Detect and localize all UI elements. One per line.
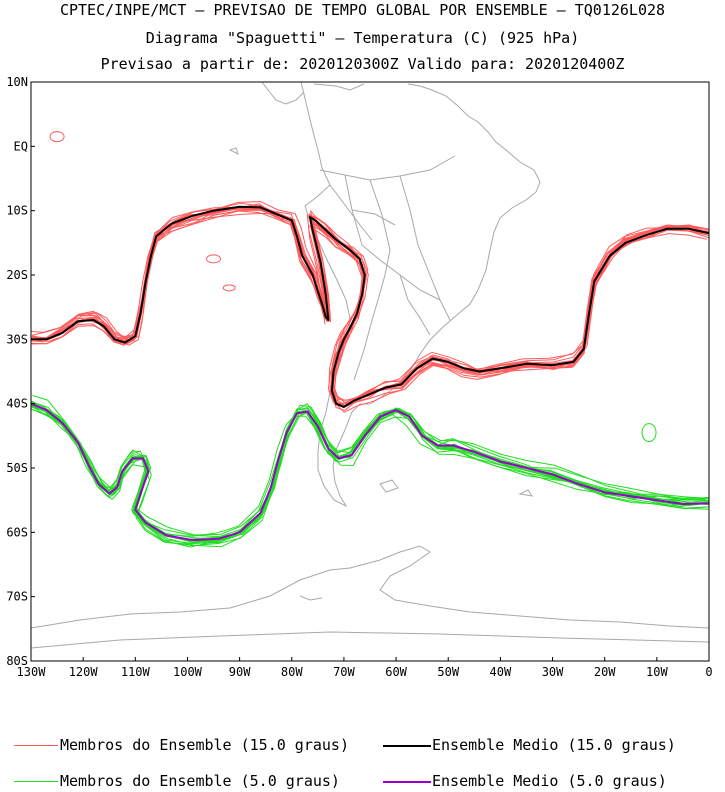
spaghetti-chart: 130W 120W 110W 100W 90W 80W 70W 60W 50W 40W 30W 20W… [6,75,712,679]
y-tick-label: 10N [6,75,28,89]
members-5-group [31,394,709,548]
isotherm-15-member-line [31,212,707,401]
x-tick-label: 130W [17,665,47,679]
isotherm-15-member-line [33,202,709,408]
axis-ticks: 130W 120W 110W 100W 90W 80W 70W 60W 50W 40W 30W 20W… [6,75,712,679]
legend-swatch-mean-5 [383,781,431,783]
x-tick-label: 70W [333,665,355,679]
isotherm-5-member-line [31,403,709,547]
coastline-map [31,82,709,649]
isotherm-15-member-contour [222,284,236,292]
x-tick-label: 0 [705,665,712,679]
x-tick-label: 90W [229,665,251,679]
legend-label-members-5: Membros do Ensemble (5.0 graus) [60,772,340,790]
members-15-group [31,131,709,413]
isotherm-5-member-line [31,401,707,540]
y-tick-label: 60S [6,525,28,539]
y-tick-label: 10S [6,204,28,218]
isotherm-5-member-line [31,400,706,545]
isotherm-15-member-line [34,204,709,406]
legend-swatch-members-5 [14,781,58,782]
x-tick-label: 40W [490,665,512,679]
isotherm-15-member-line [31,206,708,411]
isotherm-15-member-contour [206,254,222,264]
x-tick-label: 30W [542,665,564,679]
x-tick-label: 10W [646,665,668,679]
chart-title-line1: CPTEC/INPE/MCT – PREVISAO DE TEMPO GLOBA… [59,1,666,19]
x-tick-label: 80W [281,665,303,679]
y-tick-label: 80S [6,654,28,668]
means-group [31,205,709,542]
isotherm-15-member-line [32,203,709,408]
isotherm-15-member-line [31,207,709,405]
x-tick-label: 110W [121,665,151,679]
legend-label-members-15: Membros do Ensemble (15.0 graus) [60,736,349,754]
x-tick-label: 50W [437,665,459,679]
x-tick-label: 100W [173,665,203,679]
isotherm-5-member-line [32,394,709,537]
chart-title-line2: Diagrama "Spaguetti" – Temperatura (C) (… [145,29,580,47]
y-tick-label: 70S [6,590,28,604]
legend-swatch-members-15 [14,745,58,746]
x-tick-label: 60W [385,665,407,679]
legend-label-mean-15: Ensemble Medio (15.0 graus) [432,736,676,754]
y-tick-label: EQ [14,139,28,153]
isotherm-15-member-contour [49,131,65,143]
chart-title-line3: Previsao a partir de: 2020120300Z Valido… [100,55,625,73]
legend-swatch-mean-15 [383,745,431,747]
y-tick-label: 20S [6,268,28,282]
y-tick-label: 30S [6,332,28,346]
isotherm-5-member-contour [641,423,657,443]
isotherm-5-mean-line [31,402,709,542]
y-tick-label: 40S [6,397,28,411]
y-tick-label: 50S [6,461,28,475]
x-tick-label: 20W [594,665,616,679]
isotherm-15-member-line [31,205,709,408]
isotherm-15-member-line [31,210,709,404]
isotherm-15-mean-line [31,205,709,408]
isotherm-5-member-line [31,404,709,543]
isotherm-15-member-line [31,209,707,405]
legend-label-mean-5: Ensemble Medio (5.0 graus) [432,772,667,790]
isotherm-5-member-line [31,403,709,543]
plot-frame [30,81,710,662]
x-tick-label: 120W [69,665,99,679]
